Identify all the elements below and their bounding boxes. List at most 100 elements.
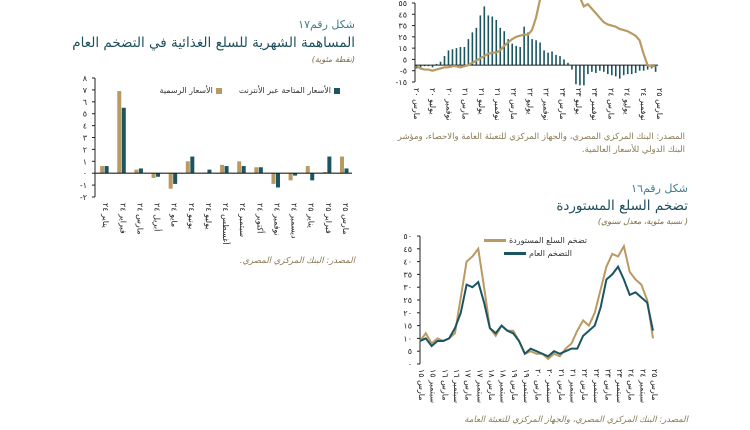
x-tick-label: مارس ١٧ bbox=[464, 369, 473, 401]
bar bbox=[117, 91, 122, 174]
x-tick-label: مارس ٢٥ bbox=[655, 88, 664, 120]
y-tick-label: ١٠ bbox=[403, 334, 412, 343]
x-tick-label: مايو ٢٤ bbox=[170, 203, 179, 227]
x-tick-label: يوليو ٢٣ bbox=[574, 88, 583, 114]
x-tick-label: فبراير ٢٤ bbox=[118, 203, 127, 234]
line-series bbox=[419, 243, 654, 361]
bar bbox=[567, 62, 569, 66]
bar bbox=[327, 156, 332, 174]
bar bbox=[603, 65, 605, 72]
fig17-title: المساهمة الشهرية للسلع الغذائية في التضخ… bbox=[72, 35, 355, 51]
bar bbox=[531, 39, 533, 66]
y-tick-label: ٣٥ bbox=[398, 22, 407, 31]
bar bbox=[258, 167, 263, 174]
bar bbox=[610, 65, 613, 76]
bar bbox=[527, 32, 529, 66]
fig16-source: المصدر: البنك المركزي المصري، والجهاز ال… bbox=[464, 415, 688, 425]
bar bbox=[104, 166, 109, 174]
bar bbox=[595, 65, 597, 73]
bar bbox=[551, 51, 553, 66]
bar bbox=[642, 65, 645, 71]
bar bbox=[271, 173, 276, 184]
bar bbox=[455, 48, 458, 66]
x-tick-label: نوفمبر ٢١ bbox=[493, 88, 502, 121]
y-tick-label: ٥ bbox=[403, 55, 407, 64]
y-tick-label: ٢٥ bbox=[398, 33, 407, 42]
bar bbox=[156, 173, 161, 177]
x-tick-label: مارس ٢١ bbox=[461, 88, 470, 120]
x-tick-label: أبريل ٢٤ bbox=[153, 203, 163, 231]
top-chart: -١٥ -٥ ٥ ١٥ ٢٥ ٣٥ ٤٥ ٥٥ مارس ٢٠ يوليو ٢٠ نوفمبر ٢٠… bbox=[396, 0, 664, 121]
x-tick-label: يوليو ٢٤ bbox=[204, 203, 213, 229]
bar bbox=[599, 65, 601, 71]
y-tick-label: -٥ bbox=[400, 67, 407, 76]
x-tick-label: مارس ٢٠ bbox=[534, 369, 543, 401]
x-tick-label: مارس ١٩ bbox=[510, 369, 519, 401]
x-tick-label: يوليو ٢٠ bbox=[428, 88, 437, 114]
x-tick-label: يونيو ٢٤ bbox=[187, 203, 196, 229]
y-tick-label: ٤ bbox=[83, 122, 87, 131]
bar bbox=[630, 65, 633, 75]
bar bbox=[467, 39, 470, 66]
x-tick-label: مارس ٢٣ bbox=[558, 88, 567, 120]
bar bbox=[138, 168, 143, 174]
bar bbox=[511, 43, 514, 66]
x-tick-label: سبتمبر ٢٤ bbox=[238, 203, 247, 237]
bar bbox=[634, 65, 637, 73]
bar bbox=[439, 61, 442, 66]
bar bbox=[646, 65, 649, 70]
bar bbox=[237, 161, 242, 174]
y-tick-label: ١ bbox=[83, 157, 87, 166]
legend-imported: تضخم السلع المستوردة bbox=[483, 236, 587, 245]
bar bbox=[618, 65, 621, 79]
y-tick-label: ٨ bbox=[83, 74, 88, 83]
bar bbox=[475, 27, 478, 66]
bar bbox=[121, 107, 126, 174]
x-tick-label: مارس ٢٠ bbox=[412, 88, 421, 120]
bar bbox=[423, 65, 426, 67]
bar bbox=[587, 65, 589, 75]
x-tick-label: نوفمبر ٢٠ bbox=[444, 88, 453, 121]
bar bbox=[591, 65, 593, 72]
x-tick-label: مارس ١٨ bbox=[487, 369, 496, 401]
x-tick-label: يناير ٢٥ bbox=[307, 203, 316, 228]
y-tick-label: -٢ bbox=[80, 193, 87, 202]
bar bbox=[483, 6, 486, 66]
fig17-number: شكل رقم١٧ bbox=[298, 18, 355, 31]
x-tick-label: مارس ٢٤ bbox=[627, 369, 636, 401]
fig17-legend: الأسعار المتاحة عبر الأنترنت الأسعار الر… bbox=[160, 86, 340, 95]
bar bbox=[607, 65, 609, 75]
y-tick-label: -١٥ bbox=[396, 78, 407, 87]
x-tick-label: يناير ٢٤ bbox=[101, 203, 110, 228]
bar bbox=[614, 65, 617, 77]
y-tick-label: ٥٠ bbox=[403, 232, 412, 241]
legend-headline: التضخم العام bbox=[504, 249, 572, 258]
x-tick-label: سبتمبر ١٩ bbox=[522, 369, 531, 403]
bar bbox=[310, 173, 315, 181]
x-tick-label: مارس ٢٣ bbox=[603, 369, 612, 401]
x-tick-label: فبراير ٢٥ bbox=[324, 203, 333, 234]
bar bbox=[491, 16, 494, 66]
bar bbox=[583, 65, 585, 86]
bar bbox=[305, 166, 310, 174]
x-tick-label: مارس ٢٤ bbox=[135, 203, 144, 235]
bar bbox=[515, 45, 517, 66]
bar bbox=[207, 169, 212, 174]
bar bbox=[523, 26, 525, 66]
bar bbox=[340, 156, 345, 174]
x-tick-label: مارس ٢٤ bbox=[606, 88, 615, 120]
bar bbox=[579, 65, 581, 86]
fig16-number: شكل رقم١٦ bbox=[631, 182, 688, 195]
x-tick-label: مارس ٢٢ bbox=[509, 88, 518, 120]
y-tick-label: ٣٥ bbox=[403, 270, 412, 279]
bar bbox=[427, 65, 430, 67]
bar bbox=[459, 47, 462, 66]
bar bbox=[220, 164, 225, 174]
y-tick-label: -١ bbox=[80, 181, 87, 190]
top-chart-source: المصدر: البنك المركزي المصري، والجهاز ال… bbox=[397, 132, 685, 155]
bar bbox=[431, 65, 434, 68]
bar bbox=[443, 56, 446, 66]
y-tick-label: ٣٠ bbox=[403, 283, 412, 292]
line-series bbox=[419, 264, 654, 358]
